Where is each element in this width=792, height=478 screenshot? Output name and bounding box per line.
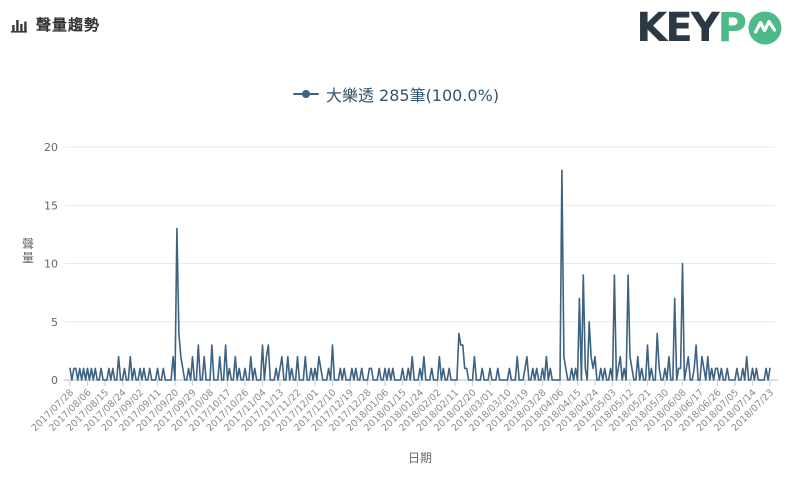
- page-title: 聲量趨勢: [36, 16, 101, 34]
- chart-header: 聲量趨勢: [10, 14, 100, 35]
- legend-line-marker-icon: [292, 90, 319, 98]
- keypo-logo: KEY P: [636, 4, 784, 52]
- logo-trend-circle-icon: [748, 11, 782, 45]
- y-tick-label: 10: [44, 258, 58, 271]
- y-tick-label: 15: [44, 199, 58, 212]
- y-tick-label: 0: [51, 374, 58, 387]
- legend-label: 大樂透 285筆(100.0%): [325, 86, 500, 105]
- x-axis-title: 日期: [408, 451, 432, 465]
- y-tick-label: 5: [51, 316, 58, 329]
- legend-item-big-lotto[interactable]: 大樂透 285筆(100.0%): [0, 82, 792, 106]
- volume-trend-line[interactable]: [69, 169, 771, 381]
- logo-text-green: P: [717, 5, 747, 51]
- y-tick-label: 20: [44, 141, 58, 154]
- y-axis-title: 聲量: [22, 236, 34, 265]
- bar-chart-icon: [11, 19, 27, 33]
- logo-text-dark: KEY: [636, 5, 719, 51]
